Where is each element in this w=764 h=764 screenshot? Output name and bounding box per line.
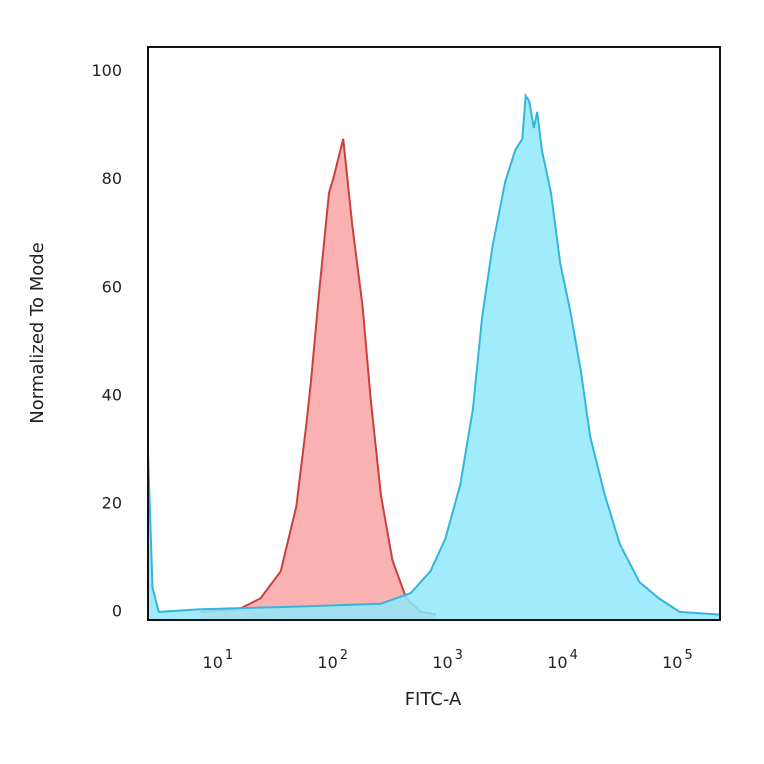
x-tick-base: 10 [662, 653, 682, 672]
series-layer [148, 92, 720, 620]
y-tick-label: 0 [112, 602, 122, 621]
x-tick-base: 10 [547, 653, 567, 672]
x-tick-labels: 10 1 10 2 10 3 10 4 10 5 [203, 648, 693, 672]
x-tick-exponent: 4 [570, 648, 578, 663]
y-tick-label: 60 [102, 277, 122, 296]
x-tick-label: 10 1 [203, 648, 234, 672]
plot-frame [147, 46, 721, 621]
x-tick-label: 10 4 [547, 648, 578, 672]
y-tick-labels: 0 20 40 60 80 100 [91, 61, 122, 621]
series-0-line [200, 138, 437, 616]
x-tick-exponent: 3 [455, 648, 463, 663]
series-1-area [148, 95, 720, 620]
x-axis-label: FITC-A [405, 689, 462, 710]
x-tick-base: 10 [432, 653, 452, 672]
x-tick-base: 10 [203, 653, 223, 672]
y-tick-label: 40 [102, 385, 122, 404]
y-tick-label: 80 [102, 169, 122, 188]
x-tick-exponent: 1 [225, 648, 233, 663]
series-1-line [148, 92, 720, 616]
x-tick-label: 10 5 [662, 648, 693, 672]
series-0-area [200, 138, 437, 620]
x-tick-exponent: 2 [340, 648, 348, 663]
x-tick-label: 10 3 [432, 648, 463, 672]
y-axis-label: Normalized To Mode [27, 242, 48, 424]
y-tick-label: 100 [91, 61, 122, 80]
x-tick-label: 10 2 [317, 648, 348, 672]
x-tick-exponent: 5 [684, 648, 692, 663]
y-tick-label: 20 [102, 493, 122, 512]
x-tick-base: 10 [317, 653, 337, 672]
